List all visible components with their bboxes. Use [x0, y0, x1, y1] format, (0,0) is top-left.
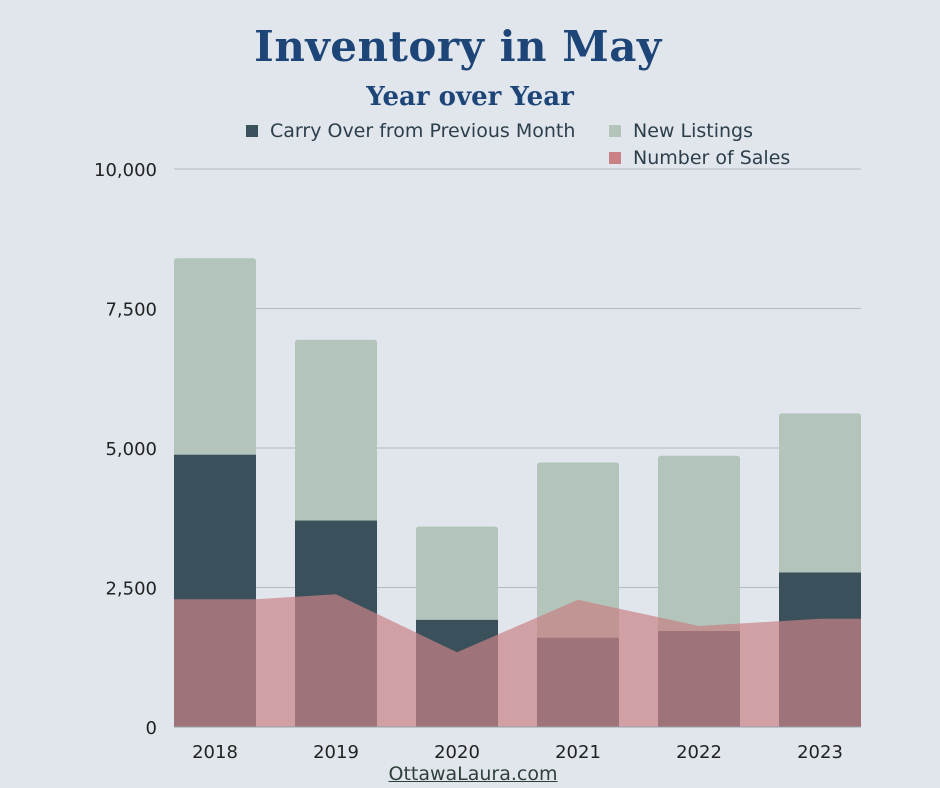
legend-swatch-carry-over	[246, 125, 258, 137]
x-tick-label: 2022	[676, 742, 722, 763]
x-tick-label: 2018	[192, 742, 238, 763]
legend-item-carry-over: Carry Over from Previous Month	[246, 120, 575, 142]
footer-link[interactable]: OttawaLaura.com	[388, 763, 558, 785]
bar-new-listings	[658, 455, 740, 632]
x-tick-label: 2021	[555, 742, 601, 763]
legend-item-new-listings: New Listings	[609, 120, 753, 142]
area-number-of-sales	[174, 594, 861, 727]
y-tick-label: 0	[146, 718, 157, 739]
legend-swatch-new-listings	[609, 125, 621, 137]
legend-item-number-of-sales: Number of Sales	[609, 147, 790, 169]
bar-new-listings	[295, 339, 377, 521]
y-tick-label: 2,500	[105, 579, 157, 600]
legend-swatch-number-of-sales	[609, 152, 621, 164]
y-tick-label: 5,000	[105, 439, 157, 460]
bar-new-listings	[537, 462, 619, 638]
chart-title: Inventory in May	[254, 22, 662, 71]
legend-label-carry-over: Carry Over from Previous Month	[270, 120, 576, 142]
bar-new-listings	[779, 413, 861, 573]
x-tick-label: 2020	[434, 742, 480, 763]
legend-label-new-listings: New Listings	[633, 120, 753, 142]
bar-new-listings	[174, 258, 256, 455]
legend-label-number-of-sales: Number of Sales	[633, 147, 791, 169]
y-tick-label: 10,000	[94, 160, 157, 181]
chart-subtitle: Year over Year	[366, 82, 574, 112]
bar-new-listings	[416, 526, 498, 620]
x-tick-label: 2019	[313, 742, 359, 763]
x-tick-label: 2023	[797, 742, 843, 763]
y-tick-label: 7,500	[105, 300, 157, 321]
